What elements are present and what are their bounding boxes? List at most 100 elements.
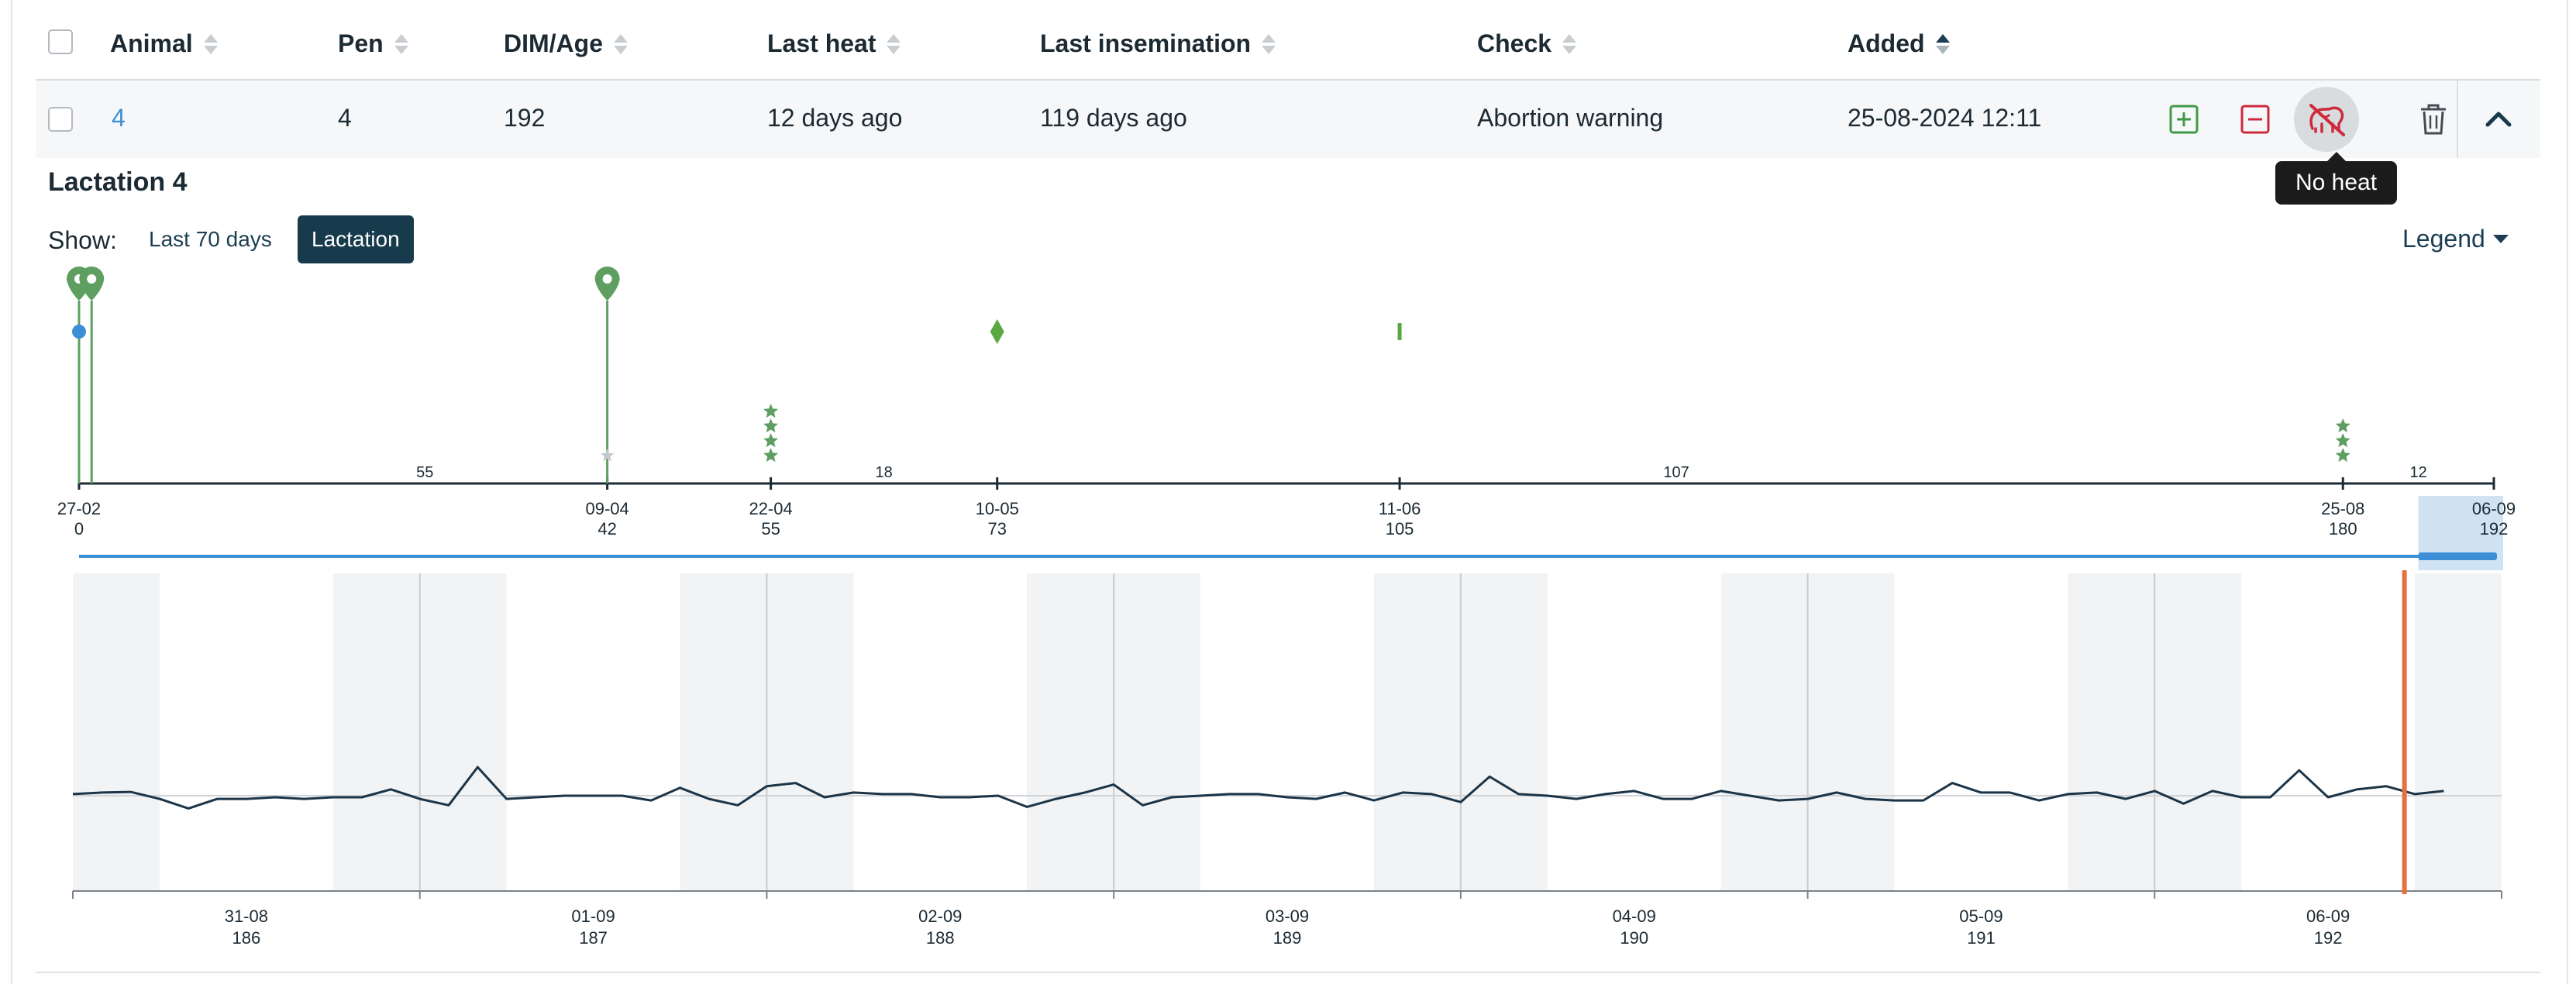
column-last-insemination[interactable]: Last insemination: [1040, 29, 1276, 58]
sort-icon[interactable]: [1262, 31, 1276, 57]
select-all-checkbox[interactable]: [48, 29, 73, 54]
heat-star-icon: [763, 448, 779, 463]
diamond-marker: [990, 319, 1004, 344]
night-band: [332, 573, 420, 891]
minus-square-icon: [2240, 105, 2270, 134]
no-heat-icon: [2309, 104, 2345, 136]
chart-tick-date: 06-09: [2306, 907, 2350, 926]
show-label: Show:: [48, 226, 117, 254]
chart-tick-date: 02-09: [918, 907, 962, 926]
interval-label: 55: [416, 464, 433, 481]
night-band: [2415, 573, 2502, 891]
column-last-insemination-label: Last insemination: [1040, 29, 1252, 57]
delete-button[interactable]: [2409, 95, 2458, 144]
interval-label: 18: [876, 464, 893, 481]
timeline-tick-date: 11-06: [1379, 499, 1421, 518]
chart-tick-dim: 192: [2314, 928, 2343, 948]
last-70-days-button[interactable]: Last 70 days: [149, 227, 272, 251]
night-band: [1460, 573, 1548, 891]
pen-value: 4: [338, 104, 352, 132]
night-band: [2154, 573, 2242, 891]
activity-chart: 31-08 186 01-09 187 02-09 188 03-09 189 04-09 190…: [72, 570, 2502, 948]
chart-tick-dim: 186: [232, 928, 260, 948]
chevron-up-icon: [2485, 112, 2512, 127]
lactation-timeline[interactable]: 27-02009-044222-045510-057311-0610525-08…: [0, 263, 2576, 573]
chart-tick-date: 03-09: [1266, 907, 1309, 926]
night-band: [1807, 573, 1895, 891]
chart-tick-dim: 187: [579, 928, 608, 948]
column-dim-age[interactable]: DIM/Age: [504, 29, 628, 58]
table-row[interactable]: 4 4 192 12 days ago 119 days ago Abortio…: [36, 81, 2540, 158]
grey-star-icon: [601, 449, 615, 462]
sort-desc-icon[interactable]: [1935, 31, 1950, 57]
heat-star-icon: [2335, 448, 2350, 463]
sort-icon[interactable]: [887, 31, 901, 57]
column-added[interactable]: Added: [1848, 29, 1950, 58]
heat-pin-dot: [87, 274, 97, 284]
sort-icon[interactable]: [614, 31, 628, 57]
column-last-heat-label: Last heat: [767, 29, 876, 57]
column-last-heat[interactable]: Last heat: [767, 29, 901, 58]
animal-link[interactable]: 4: [112, 104, 126, 132]
bottom-divider: [36, 972, 2540, 973]
row-checkbox[interactable]: [48, 107, 73, 132]
tooltip-text: No heat: [2295, 170, 2378, 195]
column-check-label: Check: [1477, 29, 1552, 57]
check-value: Abortion warning: [1477, 104, 1664, 132]
sort-icon[interactable]: [1562, 31, 1577, 57]
no-heat-button[interactable]: [2294, 87, 2359, 152]
chart-tick-dim: 189: [1273, 928, 1302, 948]
chart-tick-dim: 188: [926, 928, 955, 948]
heat-star-icon: [2335, 418, 2350, 433]
night-band: [73, 573, 160, 891]
column-check[interactable]: Check: [1477, 29, 1577, 58]
heat-star-icon: [763, 433, 779, 448]
timeline-tick-dim: 0: [74, 519, 84, 538]
timeline-tick-date: 09-04: [585, 499, 629, 518]
widget-frame: [11, 0, 2568, 984]
plus-square-icon: [2169, 105, 2199, 134]
collapse-button[interactable]: [2474, 95, 2523, 144]
night-band: [680, 573, 767, 891]
night-band: [1373, 573, 1461, 891]
timeline-tick-date: 25-08: [2321, 499, 2364, 518]
heat-star-icon: [763, 404, 779, 418]
chart-tick-date: 31-08: [225, 907, 268, 926]
column-dim-age-label: DIM/Age: [504, 29, 603, 57]
column-animal[interactable]: Animal: [110, 29, 218, 58]
lactation-title: Lactation 4: [48, 167, 188, 197]
bar-marker: [1397, 323, 1402, 340]
trash-icon: [2421, 104, 2446, 135]
lactation-button[interactable]: Lactation: [298, 215, 414, 263]
chart-tick-dim: 190: [1620, 928, 1648, 948]
added-value: 25-08-2024 12:11: [1848, 104, 2042, 132]
heat-star-icon: [763, 418, 779, 433]
column-pen-label: Pen: [338, 29, 384, 57]
sort-icon[interactable]: [203, 31, 218, 57]
chart-tick-date: 05-09: [1959, 907, 2003, 926]
night-band: [419, 573, 507, 891]
legend-dropdown[interactable]: Legend: [2402, 225, 2509, 253]
interval-label: 12: [2410, 464, 2427, 481]
remove-button[interactable]: [2230, 95, 2280, 144]
insemination-marker: [72, 325, 86, 339]
sort-icon[interactable]: [394, 31, 408, 57]
chart-tick-date: 04-09: [1613, 907, 1656, 926]
chart-tick-date: 01-09: [571, 907, 615, 926]
night-band: [1027, 573, 1114, 891]
column-pen[interactable]: Pen: [338, 29, 408, 58]
column-added-label: Added: [1848, 29, 1925, 57]
last-heat-value: 12 days ago: [767, 104, 903, 132]
timeline-tick-date: 22-04: [749, 499, 792, 518]
tooltip: No heat: [2275, 152, 2398, 205]
activity-line: [72, 766, 2444, 810]
add-button[interactable]: [2159, 95, 2209, 144]
timeline-tick-dim: 192: [2480, 519, 2509, 538]
timeline-scrollbar-thumb: [2418, 552, 2497, 560]
night-band: [1720, 573, 1808, 891]
night-band: [1114, 573, 1201, 891]
timeline-tick-dim: 73: [987, 519, 1006, 538]
legend-label: Legend: [2402, 225, 2485, 253]
night-band: [2068, 573, 2155, 891]
interval-label: 107: [1663, 464, 1689, 481]
